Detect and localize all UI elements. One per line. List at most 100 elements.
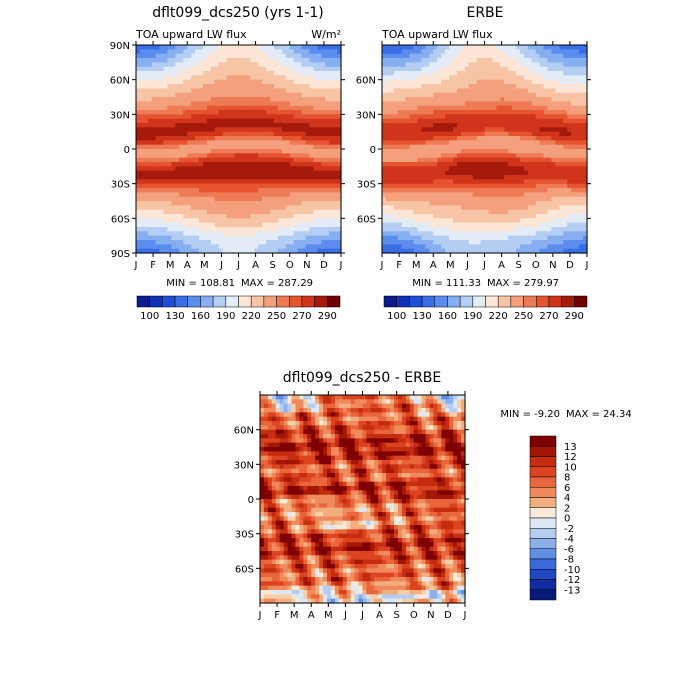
heatmap-cell	[468, 149, 474, 154]
heatmap-cell	[452, 153, 458, 159]
heatmap-cell	[468, 118, 474, 124]
heatmap-cell	[285, 170, 291, 176]
heatmap-cell	[397, 209, 403, 215]
heatmap-cell	[425, 183, 430, 189]
heatmap-cell	[297, 71, 303, 76]
heatmap-cell	[155, 58, 161, 63]
heatmap-cell	[195, 58, 200, 63]
heatmap-cell	[226, 183, 232, 189]
heatmap-cell	[437, 214, 442, 219]
heatmap-cell	[242, 49, 247, 55]
heatmap-cell	[258, 53, 263, 59]
heatmap-cell	[238, 92, 244, 98]
heatmap-cell	[500, 101, 505, 107]
heatmap-cell	[187, 118, 192, 124]
heatmap-cell	[382, 114, 387, 120]
heatmap-cell	[305, 114, 311, 120]
heatmap-cell	[417, 110, 423, 115]
heatmap-cell	[218, 127, 224, 133]
heatmap-cell	[456, 79, 462, 85]
heatmap-cell	[425, 66, 430, 72]
heatmap-cell	[543, 114, 549, 120]
heatmap-cell	[139, 209, 145, 215]
heatmap-cell	[250, 175, 255, 180]
heatmap-cell	[413, 118, 419, 124]
heatmap-cell	[480, 162, 486, 167]
heatmap-cell	[266, 144, 271, 150]
heatmap-cell	[472, 144, 478, 150]
heatmap-cell	[543, 45, 549, 50]
heatmap-cell	[456, 136, 462, 141]
heatmap-cell	[488, 205, 493, 211]
heatmap-cell	[210, 45, 216, 50]
heatmap-cell	[226, 71, 232, 76]
heatmap-cell	[464, 140, 470, 146]
heatmap-cell	[547, 49, 553, 55]
heatmap-cell	[543, 101, 549, 107]
heatmap-cell	[421, 144, 426, 150]
heatmap-cell	[313, 192, 318, 198]
heatmap-cell	[539, 88, 545, 94]
heatmap-cell	[246, 127, 251, 133]
heatmap-cell	[163, 231, 169, 237]
heatmap-cell	[151, 118, 157, 124]
heatmap-cell	[425, 248, 430, 254]
heatmap-cell	[143, 218, 149, 224]
heatmap-cell	[563, 123, 568, 128]
heatmap-cell	[203, 66, 208, 72]
heatmap-cell	[460, 49, 466, 55]
heatmap-cell	[234, 188, 240, 193]
heatmap-cell	[297, 218, 303, 224]
heatmap-cell	[405, 235, 411, 241]
heatmap-cell	[484, 214, 490, 219]
heatmap-cell	[389, 149, 395, 154]
heatmap-cell	[273, 227, 279, 232]
heatmap-cell	[163, 222, 169, 228]
heatmap-cell	[555, 58, 560, 63]
heatmap-cell	[222, 53, 228, 59]
heatmap-cell	[155, 127, 161, 133]
heatmap-cell	[452, 248, 458, 254]
heatmap-cell	[575, 123, 580, 128]
heatmap-cell	[519, 66, 525, 72]
heatmap-cell	[183, 179, 188, 185]
heatmap-cell	[285, 110, 291, 115]
heatmap-cell	[329, 97, 334, 102]
heatmap-cell	[433, 222, 438, 228]
heatmap-cell	[452, 201, 458, 206]
heatmap-cell	[136, 66, 141, 72]
heatmap-cell	[230, 248, 236, 254]
heatmap-cell	[480, 240, 486, 245]
heatmap-cell	[329, 196, 334, 202]
heatmap-cell	[175, 162, 180, 167]
heatmap-cell	[452, 188, 458, 193]
heatmap-cell	[437, 144, 442, 150]
heatmap-cell	[139, 53, 145, 59]
heatmap-cell	[238, 162, 244, 167]
heatmap-cell	[405, 66, 411, 72]
heatmap-cell	[445, 231, 450, 237]
heatmap-cell	[512, 218, 517, 224]
heatmap-cell	[409, 196, 415, 202]
heatmap-cell	[575, 71, 580, 76]
heatmap-cell	[175, 101, 180, 107]
heatmap-cell	[456, 45, 462, 50]
heatmap-cell	[210, 157, 216, 163]
heatmap-cell	[405, 240, 411, 245]
heatmap-cell	[567, 162, 572, 167]
heatmap-cell	[250, 166, 255, 172]
heatmap-cell	[238, 88, 244, 94]
heatmap-cell	[449, 66, 454, 72]
heatmap-cell	[579, 66, 584, 72]
heatmap-cell	[325, 248, 330, 254]
heatmap-cell	[329, 240, 334, 245]
heatmap-cell	[409, 179, 415, 185]
x-tick-label: M	[200, 260, 209, 271]
heatmap-cell	[393, 201, 399, 206]
heatmap-cell	[449, 58, 454, 63]
heatmap-cell	[413, 71, 419, 76]
heatmap-cell	[270, 149, 275, 154]
heatmap-cell	[234, 58, 240, 63]
heatmap-cell	[425, 231, 430, 237]
heatmap-cell	[449, 92, 454, 98]
